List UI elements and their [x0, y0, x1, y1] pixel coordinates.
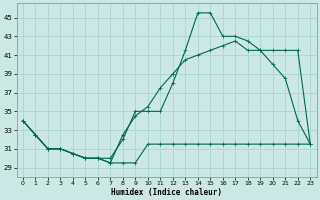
- X-axis label: Humidex (Indice chaleur): Humidex (Indice chaleur): [111, 188, 222, 197]
